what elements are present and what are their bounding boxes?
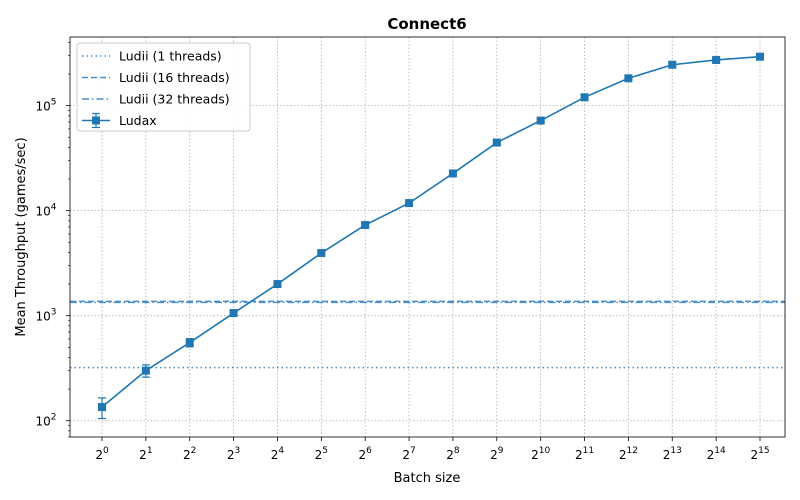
- x-tick-label: 23: [227, 446, 240, 462]
- data-point: [536, 116, 545, 125]
- x-tick-label: 25: [315, 446, 328, 462]
- y-tick-label: 102: [35, 413, 56, 429]
- data-point: [98, 403, 106, 412]
- data-point: [580, 93, 589, 102]
- x-axis-ticks: 20 21 22 23 24 25 26 27 28 29 210 211 212 213 214 215: [95, 437, 770, 462]
- data-point: [624, 74, 633, 83]
- data-point: [185, 338, 194, 347]
- x-tick-base: 2: [402, 448, 410, 462]
- chart-title: Connect6: [387, 15, 466, 33]
- x-tick-base: 2: [663, 448, 671, 462]
- x-tick-exponent: 3: [235, 446, 241, 456]
- x-tick-base: 2: [95, 448, 103, 462]
- x-tick-base: 2: [490, 448, 498, 462]
- x-tick-base: 2: [139, 448, 147, 462]
- x-tick-label: 20: [95, 446, 109, 462]
- x-tick-base: 2: [446, 448, 454, 462]
- legend-label: Ludii (1 threads): [119, 49, 222, 64]
- x-tick-exponent: 6: [366, 446, 372, 456]
- y-tick-base: 10: [35, 310, 50, 324]
- y-tick-label: 104: [35, 203, 56, 219]
- x-tick-label: 27: [402, 446, 415, 462]
- x-tick-base: 2: [619, 448, 627, 462]
- grid: [70, 37, 785, 437]
- y-tick-exponent: 2: [51, 413, 57, 423]
- data-point: [141, 366, 150, 375]
- x-tick-base: 2: [359, 448, 367, 462]
- x-tick-base: 2: [707, 448, 715, 462]
- x-tick-base: 2: [531, 448, 539, 462]
- reference-lines: [70, 300, 785, 369]
- y-tick-base: 10: [35, 205, 50, 219]
- legend-marker: [92, 116, 100, 125]
- x-tick-base: 2: [315, 448, 323, 462]
- x-tick-label: 211: [575, 446, 594, 462]
- x-tick-exponent: 12: [626, 446, 637, 456]
- x-tick-exponent: 2: [191, 446, 197, 456]
- x-tick-base: 2: [750, 448, 758, 462]
- x-tick-exponent: 8: [454, 446, 460, 456]
- x-tick-exponent: 10: [539, 446, 551, 456]
- x-tick-label: 29: [490, 446, 504, 462]
- x-tick-label: 214: [707, 446, 726, 462]
- x-tick-exponent: 4: [278, 446, 284, 456]
- x-tick-exponent: 7: [410, 446, 416, 456]
- x-tick-exponent: 9: [498, 446, 504, 456]
- y-tick-exponent: 5: [51, 98, 57, 108]
- x-axis-label: Batch size: [394, 471, 461, 486]
- series-line: [101, 55, 761, 408]
- x-tick-exponent: 1: [147, 446, 153, 456]
- x-tick-exponent: 13: [670, 446, 681, 456]
- x-tick-label: 212: [619, 446, 638, 462]
- x-tick-base: 2: [227, 448, 235, 462]
- legend: Ludii (1 threads) Ludii (16 threads) Ludii…: [76, 42, 251, 132]
- legend-label: Ludax: [119, 113, 157, 128]
- y-tick-label: 103: [35, 308, 56, 324]
- data-point: [448, 169, 457, 178]
- x-tick-label: 21: [139, 446, 152, 462]
- x-tick-label: 24: [271, 446, 285, 462]
- legend-label: Ludii (32 threads): [119, 92, 230, 107]
- x-tick-label: 210: [531, 446, 550, 462]
- y-tick-exponent: 4: [51, 203, 57, 213]
- x-tick-label: 215: [750, 446, 769, 462]
- plot-area-frame: [69, 36, 786, 438]
- x-tick-label: 28: [446, 446, 460, 462]
- y-tick-exponent: 3: [51, 308, 57, 318]
- data-point: [712, 55, 721, 64]
- x-tick-exponent: 5: [322, 446, 328, 456]
- y-tick-base: 10: [35, 415, 50, 429]
- legend-label: Ludii (16 threads): [119, 70, 230, 85]
- x-tick-label: 22: [183, 446, 196, 462]
- x-tick-base: 2: [575, 448, 583, 462]
- data-point: [317, 249, 326, 258]
- x-tick-base: 2: [183, 448, 191, 462]
- legend-box: [76, 42, 251, 132]
- x-tick-exponent: 11: [583, 446, 594, 456]
- data-point: [492, 138, 501, 147]
- data-point: [229, 309, 238, 318]
- data-point: [361, 221, 370, 230]
- data-point: [756, 52, 764, 61]
- y-tick-label: 105: [35, 98, 56, 114]
- x-tick-exponent: 14: [714, 446, 726, 456]
- x-tick-base: 2: [271, 448, 279, 462]
- data-point: [405, 199, 414, 208]
- y-tick-base: 10: [35, 100, 50, 114]
- data-point: [668, 60, 677, 69]
- x-tick-exponent: 15: [758, 446, 769, 456]
- x-tick-label: 213: [663, 446, 682, 462]
- data-point: [273, 280, 282, 289]
- x-tick-exponent: 0: [103, 446, 109, 456]
- series-layer: [98, 52, 764, 420]
- y-axis-label: Mean Throughput (games/sec): [14, 137, 29, 336]
- x-tick-label: 26: [359, 446, 373, 462]
